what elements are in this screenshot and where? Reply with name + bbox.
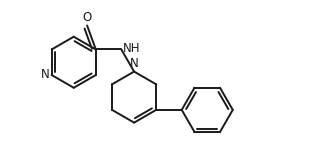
Text: O: O (82, 11, 92, 24)
Text: NH: NH (123, 42, 141, 55)
Text: N: N (130, 57, 138, 70)
Text: N: N (41, 69, 50, 81)
